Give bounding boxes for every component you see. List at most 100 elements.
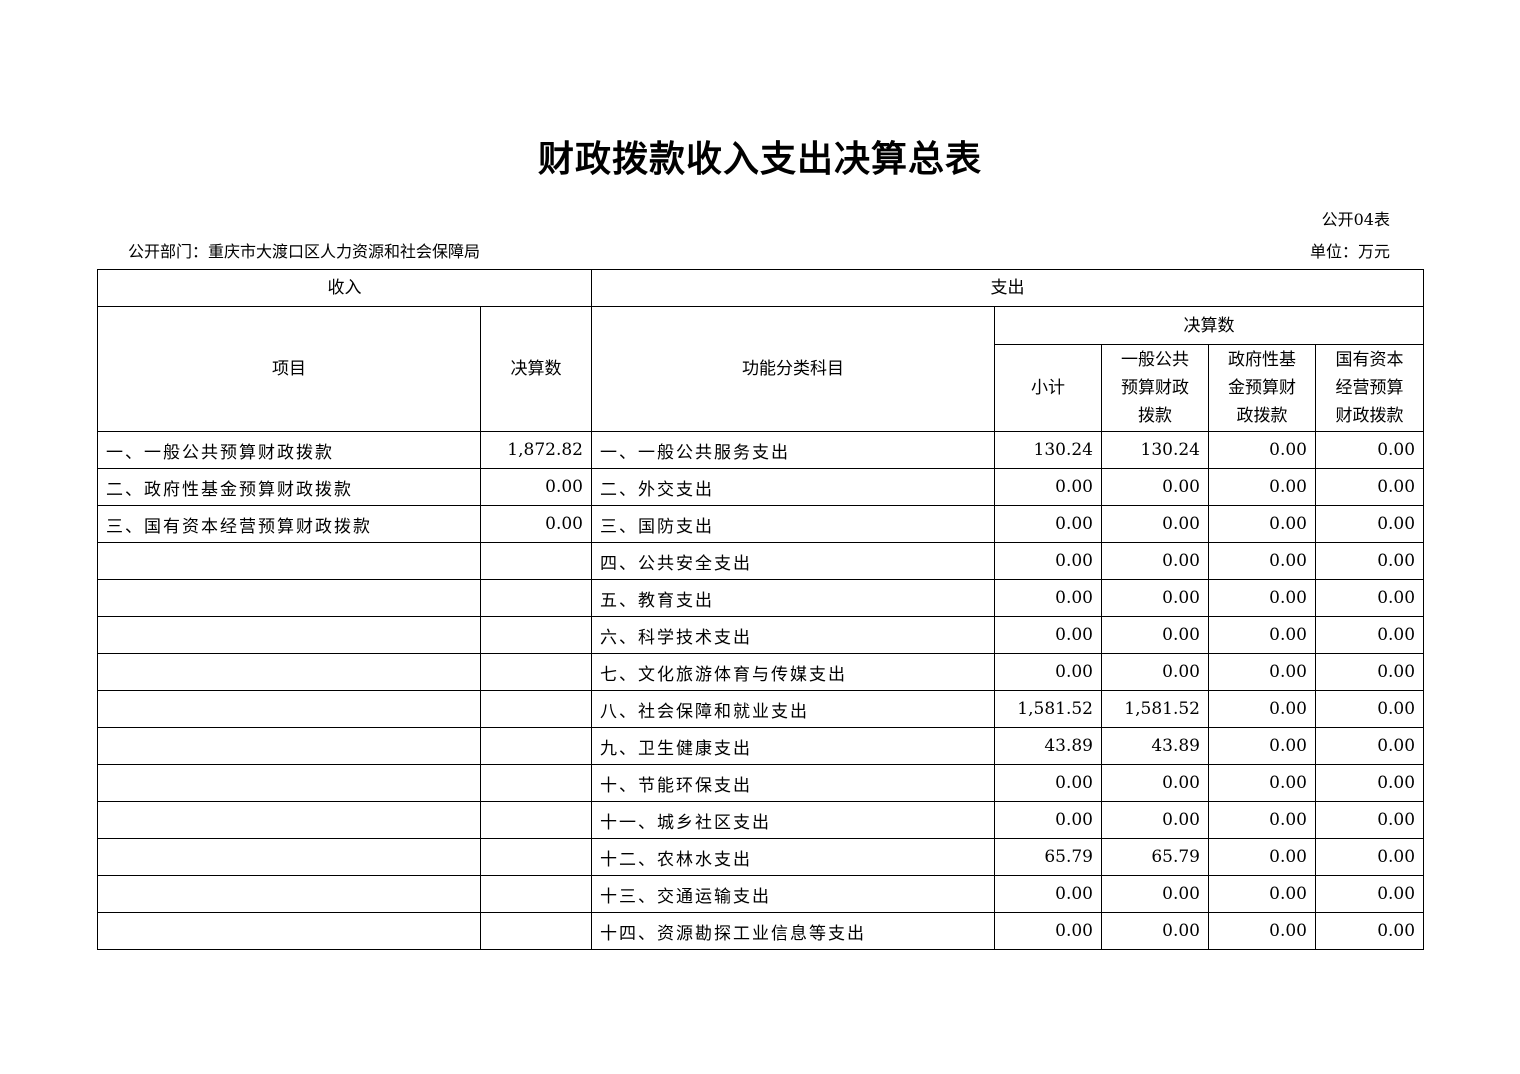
cell-general: 0.00 xyxy=(1101,764,1209,802)
header-income: 收入 xyxy=(97,269,592,307)
cell-category: 六、科学技术支出 xyxy=(591,616,995,654)
cell-general: 0.00 xyxy=(1101,542,1209,580)
cell-category: 十一、城乡社区支出 xyxy=(591,801,995,839)
cell-state-capital: 0.00 xyxy=(1314,764,1425,802)
cell-income-item: 二、政府性基金预算财政拨款 xyxy=(97,468,481,506)
header-general: 一般公共预算财政拨款 xyxy=(1101,344,1209,432)
header-amount: 决算数 xyxy=(480,306,592,432)
budget-table: 收入 支出 项目 决算数 功能分类科目 决算数 小计 一般公共预算财政拨款 政府… xyxy=(97,269,1425,950)
cell-gov-fund: 0.00 xyxy=(1208,764,1316,802)
cell-category: 十三、交通运输支出 xyxy=(591,875,995,913)
cell-general: 0.00 xyxy=(1101,616,1209,654)
cell-state-capital: 0.00 xyxy=(1314,801,1425,839)
cell-income-amount: 1,872.82 xyxy=(480,431,592,469)
cell-gov-fund: 0.00 xyxy=(1208,468,1316,506)
cell-category: 一、一般公共服务支出 xyxy=(591,431,995,469)
cell-subtotal: 0.00 xyxy=(994,468,1102,506)
header-final-amount: 决算数 xyxy=(993,306,1425,345)
page-title: 财政拨款收入支出决算总表 xyxy=(537,139,982,180)
cell-income-amount xyxy=(480,764,592,802)
table-row: 四、公共安全支出 0.00 0.00 0.00 0.00 xyxy=(97,542,1425,580)
cell-income-amount xyxy=(480,801,592,839)
cell-gov-fund: 0.00 xyxy=(1208,616,1316,654)
cell-category: 四、公共安全支出 xyxy=(591,542,995,580)
cell-state-capital: 0.00 xyxy=(1314,505,1425,543)
cell-subtotal: 0.00 xyxy=(994,801,1102,839)
unit-label: 单位：万元 xyxy=(1309,242,1390,261)
cell-income-item xyxy=(97,542,481,580)
cell-subtotal: 65.79 xyxy=(994,838,1102,876)
cell-state-capital: 0.00 xyxy=(1314,838,1425,876)
table-row: 十三、交通运输支出 0.00 0.00 0.00 0.00 xyxy=(97,875,1425,913)
cell-category: 十、节能环保支出 xyxy=(591,764,995,802)
table-row: 七、文化旅游体育与传媒支出 0.00 0.00 0.00 0.00 xyxy=(97,653,1425,691)
table-row: 十二、农林水支出 65.79 65.79 0.00 0.00 xyxy=(97,838,1425,876)
cell-subtotal: 43.89 xyxy=(994,727,1102,765)
cell-income-item xyxy=(97,727,481,765)
table-row: 一、一般公共预算财政拨款 1,872.82 一、一般公共服务支出 130.24 130.… xyxy=(97,431,1425,469)
cell-income-amount xyxy=(480,912,592,950)
header-state-capital: 国有资本经营预算财政拨款 xyxy=(1314,344,1425,432)
cell-general: 0.00 xyxy=(1101,912,1209,950)
cell-state-capital: 0.00 xyxy=(1314,542,1425,580)
table-row: 八、社会保障和就业支出 1,581.52 1,581.52 0.00 0.00 xyxy=(97,690,1425,728)
cell-income-item xyxy=(97,912,481,950)
cell-state-capital: 0.00 xyxy=(1314,616,1425,654)
cell-gov-fund: 0.00 xyxy=(1208,542,1316,580)
cell-income-amount xyxy=(480,653,592,691)
cell-subtotal: 1,581.52 xyxy=(994,690,1102,728)
cell-general: 0.00 xyxy=(1101,875,1209,913)
form-number: 公开04表 xyxy=(1321,210,1390,229)
table-row: 二、政府性基金预算财政拨款 0.00 二、外交支出 0.00 0.00 0.00 0.00 xyxy=(97,468,1425,506)
cell-income-item xyxy=(97,690,481,728)
cell-category: 十二、农林水支出 xyxy=(591,838,995,876)
cell-income-amount xyxy=(480,727,592,765)
cell-gov-fund: 0.00 xyxy=(1208,431,1316,469)
cell-income-amount: 0.00 xyxy=(480,468,592,506)
cell-income-item xyxy=(97,764,481,802)
cell-gov-fund: 0.00 xyxy=(1208,690,1316,728)
cell-subtotal: 0.00 xyxy=(994,653,1102,691)
cell-income-item xyxy=(97,653,481,691)
cell-subtotal: 0.00 xyxy=(994,579,1102,617)
table-row: 十一、城乡社区支出 0.00 0.00 0.00 0.00 xyxy=(97,801,1425,839)
cell-subtotal: 0.00 xyxy=(994,505,1102,543)
cell-subtotal: 0.00 xyxy=(994,616,1102,654)
table-row: 三、国有资本经营预算财政拨款 0.00 三、国防支出 0.00 0.00 0.00 0.00 xyxy=(97,505,1425,543)
cell-general: 0.00 xyxy=(1101,468,1209,506)
header-function-category: 功能分类科目 xyxy=(591,306,995,432)
table-row: 九、卫生健康支出 43.89 43.89 0.00 0.00 xyxy=(97,727,1425,765)
header-gov-fund: 政府性基金预算财政拨款 xyxy=(1208,344,1316,432)
cell-category: 九、卫生健康支出 xyxy=(591,727,995,765)
header-item: 项目 xyxy=(97,306,481,432)
cell-income-amount xyxy=(480,616,592,654)
cell-income-amount xyxy=(480,838,592,876)
cell-category: 十四、资源勘探工业信息等支出 xyxy=(591,912,995,950)
cell-income-item xyxy=(97,801,481,839)
cell-income-item xyxy=(97,875,481,913)
cell-general: 43.89 xyxy=(1101,727,1209,765)
cell-general: 0.00 xyxy=(1101,801,1209,839)
cell-state-capital: 0.00 xyxy=(1314,431,1425,469)
cell-income-item xyxy=(97,579,481,617)
cell-income-amount xyxy=(480,690,592,728)
cell-general: 65.79 xyxy=(1101,838,1209,876)
cell-income-amount xyxy=(480,542,592,580)
cell-category: 五、教育支出 xyxy=(591,579,995,617)
cell-subtotal: 0.00 xyxy=(994,542,1102,580)
cell-income-item: 一、一般公共预算财政拨款 xyxy=(97,431,481,469)
cell-gov-fund: 0.00 xyxy=(1208,505,1316,543)
table-row: 六、科学技术支出 0.00 0.00 0.00 0.00 xyxy=(97,616,1425,654)
department: 公开部门：重庆市大渡口区人力资源和社会保障局 xyxy=(128,242,481,261)
cell-subtotal: 0.00 xyxy=(994,764,1102,802)
cell-state-capital: 0.00 xyxy=(1314,727,1425,765)
cell-gov-fund: 0.00 xyxy=(1208,875,1316,913)
cell-general: 130.24 xyxy=(1101,431,1209,469)
cell-state-capital: 0.00 xyxy=(1314,653,1425,691)
header-expense: 支出 xyxy=(590,269,1425,307)
cell-subtotal: 130.24 xyxy=(994,431,1102,469)
cell-state-capital: 0.00 xyxy=(1314,690,1425,728)
cell-general: 1,581.52 xyxy=(1101,690,1209,728)
cell-state-capital: 0.00 xyxy=(1314,468,1425,506)
cell-category: 七、文化旅游体育与传媒支出 xyxy=(591,653,995,691)
